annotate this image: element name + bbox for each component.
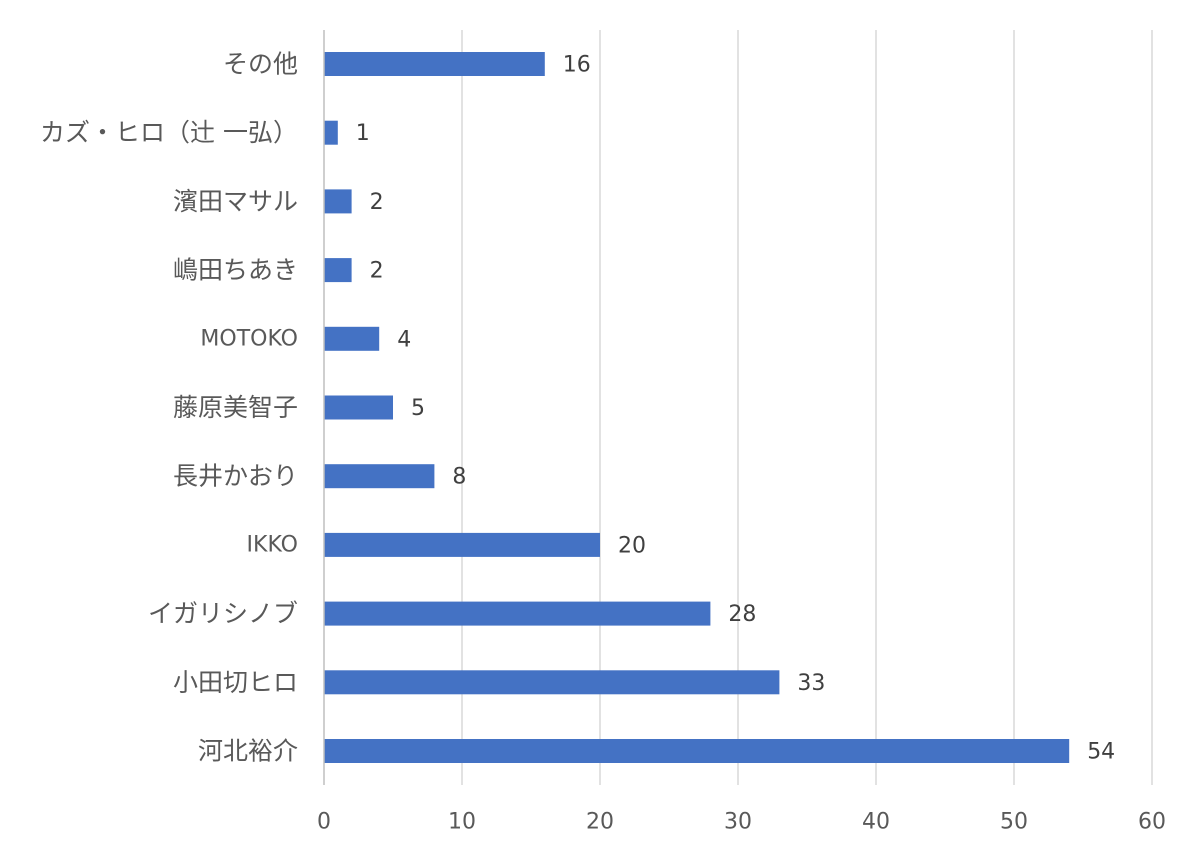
category-label-6: 長井かおり (173, 462, 298, 491)
category-label-1: カズ・ヒロ（辻 一弘） (40, 118, 298, 147)
data-label-0: 16 (563, 53, 591, 78)
data-label-7: 20 (618, 533, 646, 558)
x-tick-label-60: 60 (1138, 810, 1166, 835)
data-label-5: 5 (411, 396, 425, 421)
category-label-7: IKKO (247, 532, 298, 557)
category-label-8: イガリシノブ (148, 599, 298, 628)
category-label-4: MOTOKO (200, 326, 298, 351)
data-label-8: 28 (728, 602, 756, 627)
category-label-5: 藤原美智子 (173, 393, 298, 422)
x-tick-label-50: 50 (1000, 810, 1028, 835)
data-label-3: 2 (370, 259, 384, 284)
data-label-10: 54 (1087, 740, 1115, 765)
bar-5 (324, 395, 393, 420)
data-label-2: 2 (370, 190, 384, 215)
bar-9 (324, 670, 780, 695)
bar-4 (324, 326, 380, 351)
bar-0 (324, 52, 545, 76)
category-label-10: 河北裕介 (198, 737, 298, 766)
data-label-4: 4 (397, 327, 411, 352)
gridlines (461, 30, 1153, 785)
x-tick-label-40: 40 (862, 810, 890, 835)
bar-1 (324, 120, 338, 145)
x-axis-ticks: 0 10 20 30 40 50 60 (317, 810, 1166, 835)
x-tick-label-30: 30 (724, 810, 752, 835)
x-tick-label-10: 10 (448, 810, 476, 835)
data-label-1: 1 (356, 121, 370, 146)
bar-6 (324, 464, 435, 489)
data-label-9: 33 (797, 671, 825, 696)
bar-10 (324, 739, 1070, 763)
category-label-0: その他 (223, 50, 298, 79)
data-labels: 16 1 2 2 4 5 8 20 28 33 54 (356, 53, 1115, 765)
category-label-2: 濱田マサル (173, 187, 298, 216)
bar-8 (324, 601, 711, 626)
category-label-9: 小田切ヒロ (173, 668, 298, 697)
bar-3 (324, 258, 352, 283)
data-label-6: 8 (452, 465, 466, 490)
x-tick-label-20: 20 (586, 810, 614, 835)
bars (324, 52, 1070, 763)
bar-7 (324, 532, 600, 557)
bar-2 (324, 189, 352, 214)
x-tick-label-0: 0 (317, 810, 331, 835)
category-label-3: 嶋田ちあき (173, 256, 298, 285)
